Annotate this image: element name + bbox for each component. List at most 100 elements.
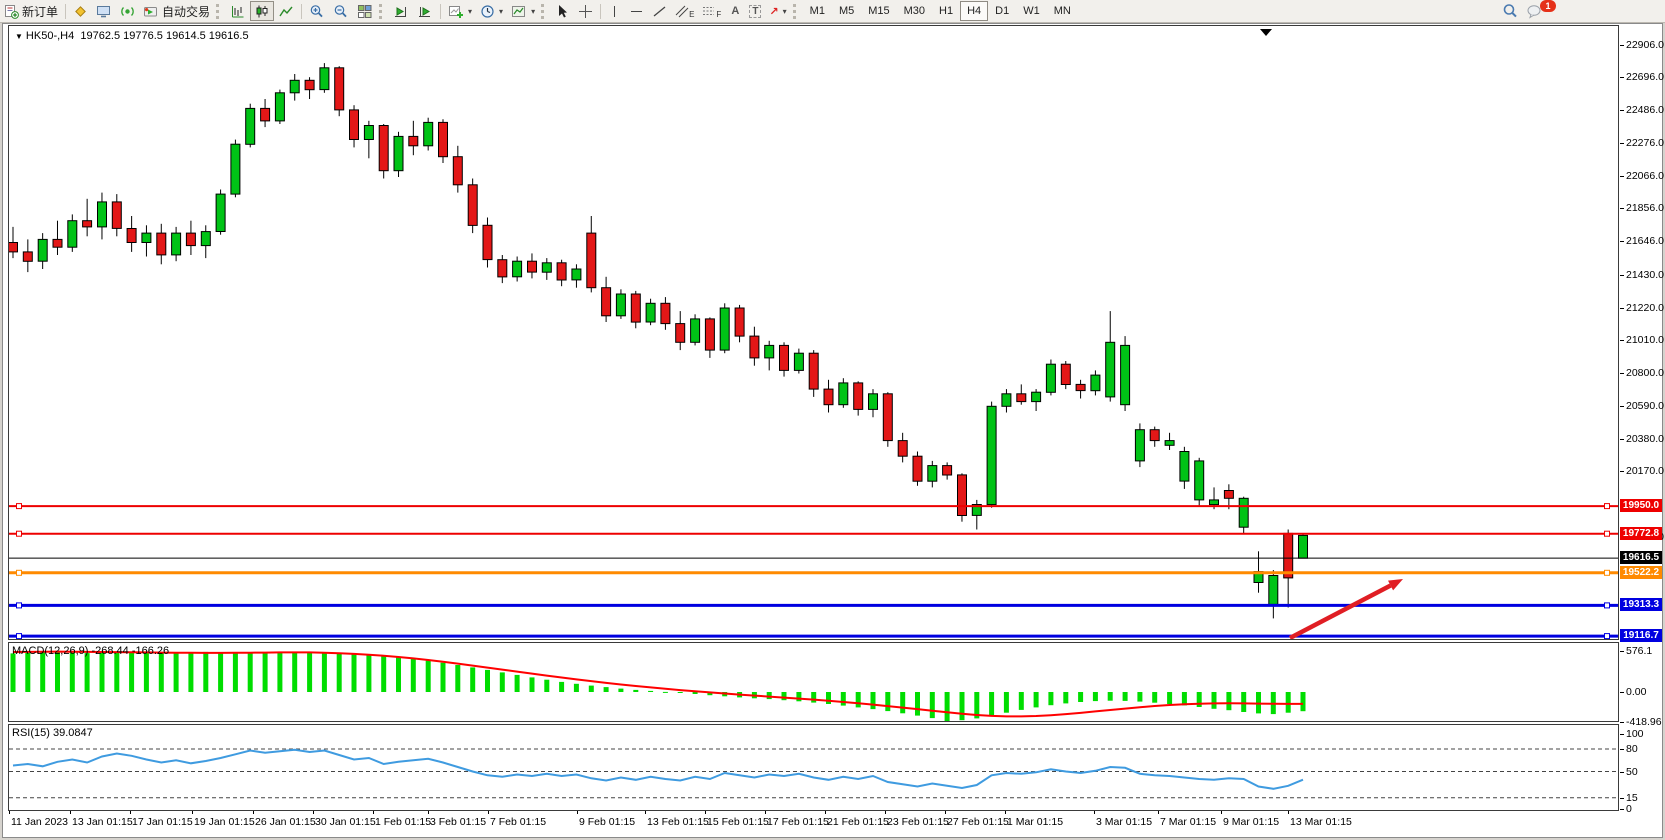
candle-bullish — [645, 302, 656, 323]
macd-histogram-bar — [529, 677, 535, 692]
timeframe-h4[interactable]: H4 — [960, 1, 989, 21]
macd-histogram-bar — [84, 653, 90, 692]
chart-shift-button[interactable] — [413, 1, 437, 21]
notifications-button[interactable]: 1 — [1522, 0, 1566, 21]
macd-axis-tick: 0.00 — [1619, 686, 1647, 698]
crosshair-button[interactable] — [574, 1, 597, 21]
timeframe-w1[interactable]: W1 — [1023, 5, 1040, 17]
price-axis-tick: 20170.0 — [1620, 465, 1664, 478]
rsi-canvas[interactable] — [9, 725, 1618, 810]
line-anchor[interactable] — [16, 602, 22, 609]
price-level-badge: 19116.7 — [1620, 629, 1662, 643]
line-anchor[interactable] — [1604, 602, 1610, 609]
candle-bullish — [141, 232, 152, 244]
line-anchor[interactable] — [1604, 503, 1610, 510]
timeframe-d1[interactable]: D1 — [995, 5, 1010, 17]
terminal-button[interactable] — [116, 1, 139, 21]
macd-histogram-bar — [959, 692, 965, 721]
periods-button[interactable]: ▾ — [476, 1, 507, 21]
macd-histogram-bar — [381, 655, 387, 692]
candle-bearish — [749, 335, 760, 359]
candlestick-chart-button[interactable] — [250, 1, 275, 21]
price-chart-panel[interactable]: ▼ HK50-,H4 19762.5 19776.5 19614.5 19616.… — [8, 25, 1619, 640]
timeframe-m5[interactable]: M5 — [838, 5, 855, 17]
tile-windows-button[interactable] — [353, 1, 377, 21]
time-axis-label: 30 Jan 01:15 — [315, 816, 376, 828]
bar-chart-button[interactable] — [226, 1, 250, 21]
timeframe-m1[interactable]: M1 — [809, 5, 825, 17]
macd-canvas[interactable] — [9, 643, 1618, 721]
zoom-out-button[interactable] — [329, 1, 353, 21]
horizontal-line-tool[interactable] — [625, 1, 648, 21]
timeframe-m15[interactable]: M15 — [868, 5, 890, 17]
candle-bullish — [230, 143, 241, 195]
line-anchor[interactable] — [16, 569, 22, 576]
candle-bearish — [111, 201, 122, 229]
channel-tool[interactable]: E — [671, 1, 698, 21]
autotrading-icon — [144, 6, 158, 16]
line-anchor[interactable] — [16, 530, 22, 537]
candle-bearish — [497, 259, 508, 278]
timeframe-m30[interactable]: M30 — [903, 5, 926, 17]
chart-symbol-period: HK50-,H4 — [25, 30, 75, 42]
templates-button[interactable]: ▾ — [507, 1, 539, 21]
price-axis-tick: 22486.0 — [1620, 104, 1664, 117]
new-order-button[interactable]: 新订单 — [0, 1, 62, 21]
arrow-annotation-head[interactable] — [1388, 579, 1403, 591]
chevron-down-icon: ▾ — [468, 6, 473, 16]
search-button[interactable] — [1498, 1, 1522, 21]
autotrading-button[interactable]: 自动交易 — [139, 1, 214, 21]
text-tool[interactable]: A — [725, 1, 745, 21]
line-anchor[interactable] — [1604, 569, 1610, 576]
rsi-panel[interactable]: RSI(15) 39.0847 — [8, 724, 1619, 811]
line-anchor[interactable] — [16, 633, 22, 639]
market-watch-button[interactable] — [69, 1, 92, 21]
candle-bullish — [1209, 499, 1219, 506]
time-axis[interactable]: 11 Jan 2023 13 Jan 01:15 17 Jan 01:15 19 Ja… — [8, 811, 1619, 833]
vertical-line-icon — [614, 5, 616, 17]
candle-bearish — [734, 307, 745, 337]
candle-bullish — [1298, 534, 1308, 559]
trendline-tool[interactable] — [648, 1, 671, 21]
candle-bearish — [601, 287, 612, 317]
time-axis-tick — [428, 811, 429, 814]
navigator-button[interactable] — [92, 1, 116, 21]
price-level-badge: 19522.2 — [1620, 565, 1662, 579]
time-axis-label: 11 Jan 2023 — [11, 816, 69, 828]
price-axis[interactable]: 22906.0 22696.0 22486.0 22276.0 22066.0 21856… — [1619, 24, 1664, 815]
chart-dropdown-icon[interactable]: ▼ — [15, 32, 23, 41]
arrow-annotation-shaft[interactable] — [1288, 583, 1392, 639]
scroll-end-marker[interactable] — [1260, 29, 1272, 36]
fibonacci-tool[interactable]: F — [698, 1, 725, 21]
price-chart-canvas[interactable] — [9, 26, 1618, 639]
price-axis-tick: 21220.0 — [1620, 301, 1664, 314]
macd-histogram-bar — [692, 692, 698, 694]
new-chart-button[interactable]: ▾ — [444, 1, 476, 21]
label-tool[interactable]: T — [745, 1, 765, 21]
macd-histogram-bar — [396, 657, 401, 692]
arrows-tool[interactable]: ↗ ▾ — [765, 1, 790, 21]
fibonacci-icon — [703, 6, 715, 15]
candle-bullish — [1134, 429, 1145, 462]
time-axis-label: 15 Feb 01:15 — [707, 816, 769, 828]
macd-panel[interactable]: MACD(12,26,9) -268.44 -166.26 — [8, 642, 1619, 722]
zoom-in-button[interactable] — [305, 1, 329, 21]
macd-histogram-bar — [173, 652, 179, 692]
separator — [600, 3, 602, 19]
macd-label: MACD(12,26,9) -268.44 -166.26 — [12, 645, 170, 657]
line-anchor[interactable] — [16, 503, 22, 510]
auto-scroll-button[interactable] — [389, 1, 413, 21]
line-anchor[interactable] — [1604, 633, 1610, 639]
channel-letter: E — [689, 10, 695, 19]
cursor-button[interactable] — [551, 1, 574, 21]
macd-histogram-bar — [781, 692, 787, 701]
vertical-line-tool[interactable] — [604, 1, 625, 21]
line-chart-button[interactable] — [274, 1, 298, 21]
timeframe-mn[interactable]: MN — [1053, 5, 1071, 17]
line-anchor[interactable] — [1604, 530, 1610, 537]
time-axis-tick — [1005, 811, 1006, 814]
macd-histogram-bar — [292, 651, 298, 692]
timeframe-h1[interactable]: H1 — [939, 5, 954, 17]
macd-histogram-bar — [277, 652, 283, 692]
macd-histogram-bar — [1078, 692, 1084, 702]
